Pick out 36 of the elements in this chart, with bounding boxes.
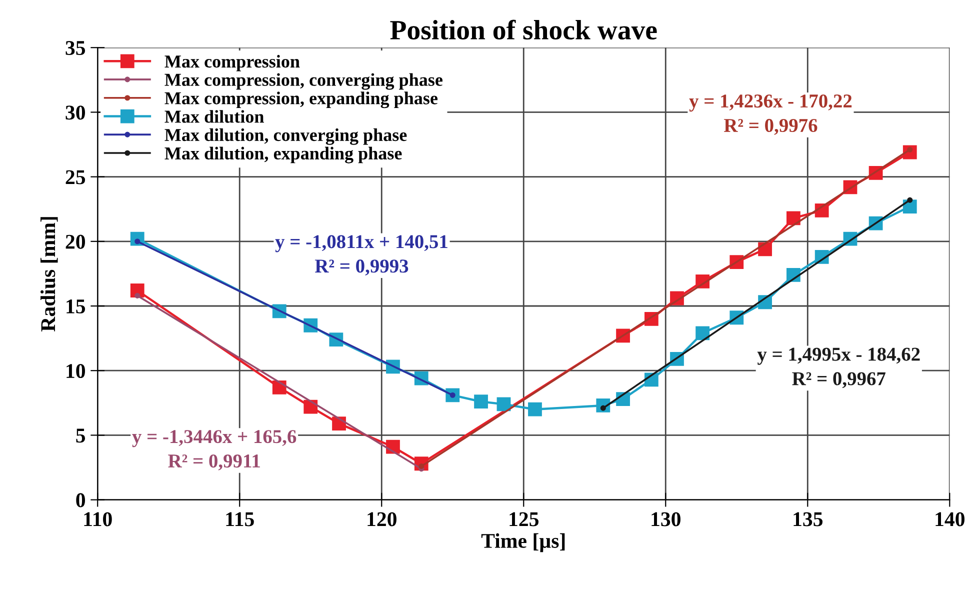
x-tick-label: 120 xyxy=(368,512,396,526)
x-tick-label: 140 xyxy=(936,512,964,526)
point xyxy=(528,402,542,416)
y-tick-label: 35 xyxy=(66,41,86,56)
x-tick-label: 110 xyxy=(84,512,112,526)
annotation: y = 1,4995x - 184,62 R² = 0,9967 xyxy=(757,348,920,388)
x-tick-label: 115 xyxy=(226,512,254,526)
point xyxy=(786,211,800,226)
annotation: y = -1,3446x + 165,6 R² = 0,9911 xyxy=(132,430,296,470)
annotation: y = 1,4236x - 170,22 R² = 0,9976 xyxy=(689,94,852,135)
point xyxy=(496,397,511,412)
legend-label: Max dilution, expanding phase xyxy=(164,146,402,164)
y-tick-label: 5 xyxy=(76,428,86,443)
y-tick-label: 30 xyxy=(66,106,85,120)
y-tick-label: 10 xyxy=(66,364,85,378)
y-tick-label: 20 xyxy=(66,234,85,249)
legend-label: Max compression xyxy=(164,54,300,72)
legend-label: Max dilution xyxy=(164,110,264,123)
x-axis-title: Time [µs] xyxy=(481,533,565,552)
point xyxy=(696,326,710,340)
y-tick-label: 25 xyxy=(66,170,86,184)
x-tick-label: 135 xyxy=(794,512,823,526)
y-tick-label: 0 xyxy=(76,493,85,508)
point xyxy=(134,292,140,298)
x-tick-label: 130 xyxy=(652,512,680,526)
point xyxy=(474,394,488,409)
y-tick-label: 15 xyxy=(66,299,86,314)
point xyxy=(907,197,913,203)
annotation: y = -1,0811x + 140,51 R² = 0,9993 xyxy=(275,235,448,276)
legend-label: Max compression, converging phase xyxy=(164,73,442,90)
point xyxy=(758,242,772,256)
chart-title: Position of shock wave xyxy=(390,20,657,40)
y-axis-title: Radius [mm] xyxy=(40,217,58,332)
x-tick-label: 125 xyxy=(510,512,538,526)
legend-label: Max compression, expanding phase xyxy=(164,92,438,108)
legend-label: Max dilution, converging phase xyxy=(164,128,407,145)
